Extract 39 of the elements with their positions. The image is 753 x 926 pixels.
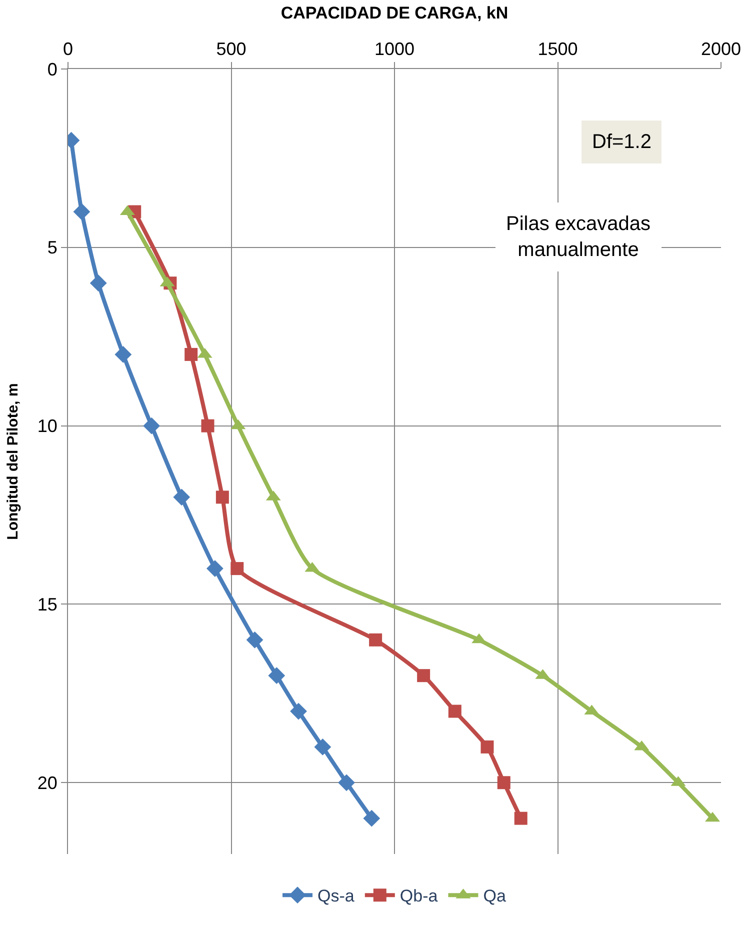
point <box>314 738 332 756</box>
y-tick-label: 5 <box>47 238 58 258</box>
point <box>369 633 382 646</box>
y-tick-label: 20 <box>37 772 58 793</box>
legend-label: Qb-a <box>400 886 438 906</box>
point <box>497 776 510 790</box>
point <box>184 348 198 361</box>
point <box>230 562 244 576</box>
point <box>201 419 214 432</box>
x-tick-label: 2000 <box>700 38 742 59</box>
y-tick-label: 10 <box>37 416 58 436</box>
point <box>216 490 229 504</box>
y-tick-label: 0 <box>47 59 58 80</box>
point <box>290 702 307 720</box>
legend-label: Qa <box>483 886 506 906</box>
point <box>90 274 107 292</box>
point <box>143 417 160 434</box>
point <box>268 667 286 684</box>
point <box>480 740 494 754</box>
annotation: Pilas excavadas manualmente <box>506 213 651 261</box>
point <box>448 704 462 718</box>
point <box>173 488 190 506</box>
annotation: Df=1.2 <box>592 131 652 153</box>
point <box>363 810 380 827</box>
x-axis-title: CAPACIDAD DE CARGA, kN <box>280 3 508 22</box>
y-axis-title: Longitud del Pilote, m <box>4 383 22 540</box>
x-tick-label: 0 <box>62 38 74 59</box>
x-tick-label: 1000 <box>374 38 415 59</box>
point <box>114 346 132 363</box>
point <box>206 560 224 577</box>
point <box>246 631 264 648</box>
point <box>514 812 528 825</box>
x-tick-label: 1500 <box>538 38 578 59</box>
point <box>73 203 90 220</box>
point <box>417 669 430 682</box>
y-tick-label: 15 <box>37 594 58 615</box>
point <box>338 774 355 792</box>
legend-label: Qs-a <box>318 886 355 906</box>
x-tick-label: 500 <box>216 38 246 59</box>
